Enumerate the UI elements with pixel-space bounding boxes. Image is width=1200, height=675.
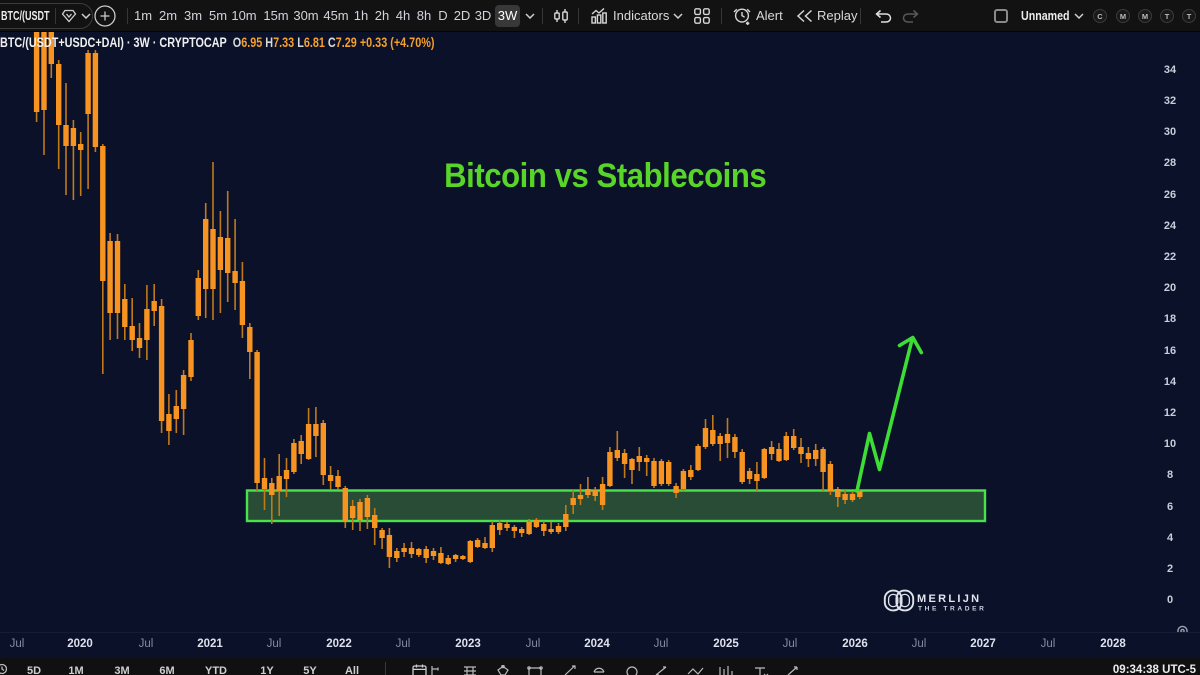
- svg-text:THE TRADER: THE TRADER: [918, 606, 987, 613]
- svg-text:MERLIJN: MERLIJN: [917, 593, 981, 605]
